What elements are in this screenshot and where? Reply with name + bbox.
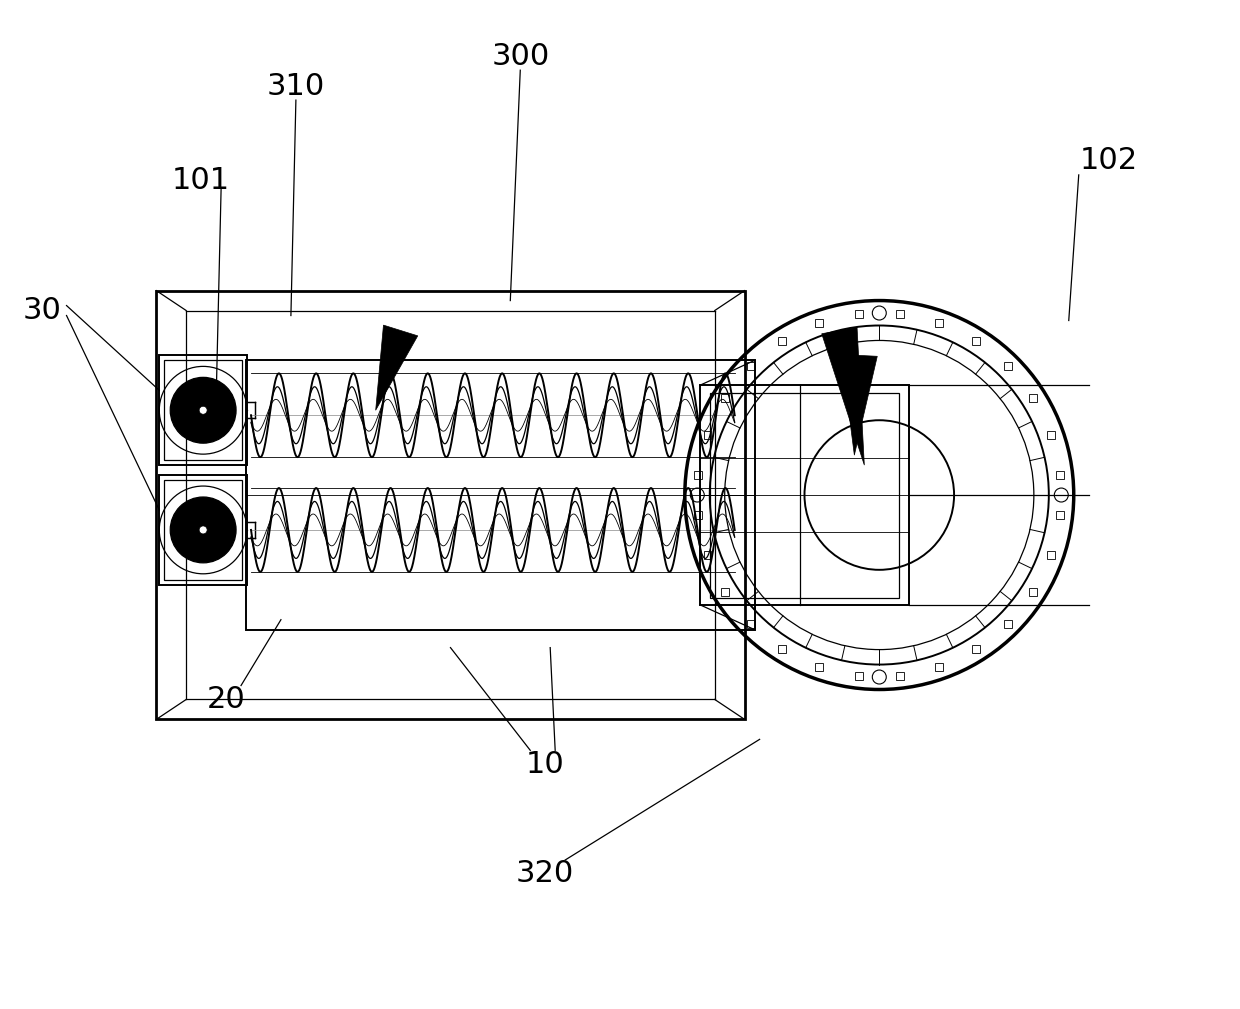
Bar <box>815 319 823 327</box>
Bar <box>722 588 729 596</box>
Text: 10: 10 <box>526 750 564 779</box>
Polygon shape <box>842 354 877 455</box>
Text: 320: 320 <box>516 860 574 889</box>
Bar <box>972 337 980 345</box>
Bar <box>699 385 909 604</box>
Bar <box>159 355 247 465</box>
Bar <box>895 672 904 680</box>
Bar <box>694 512 702 520</box>
Text: 20: 20 <box>207 685 246 714</box>
Bar <box>1047 551 1055 559</box>
Text: 101: 101 <box>172 166 231 196</box>
Bar <box>1004 620 1012 628</box>
Text: 102: 102 <box>1080 146 1138 176</box>
Text: 310: 310 <box>267 72 325 101</box>
Bar <box>709 394 899 597</box>
Bar <box>935 663 944 671</box>
Bar <box>972 645 980 653</box>
Bar <box>779 645 786 653</box>
Bar <box>159 475 247 585</box>
Text: 300: 300 <box>491 41 549 71</box>
Bar <box>164 480 242 580</box>
Polygon shape <box>822 327 864 465</box>
Bar <box>703 551 712 559</box>
Bar <box>1004 362 1012 370</box>
Bar <box>1047 431 1055 439</box>
Circle shape <box>200 407 207 415</box>
Polygon shape <box>376 325 418 411</box>
Bar <box>164 360 242 460</box>
Bar <box>703 431 712 439</box>
Bar <box>1056 512 1064 520</box>
Bar <box>854 310 863 318</box>
Circle shape <box>170 497 236 563</box>
Bar <box>1029 395 1038 403</box>
Bar <box>246 360 755 630</box>
Text: 30: 30 <box>22 296 61 325</box>
Bar <box>935 319 944 327</box>
Bar <box>815 663 823 671</box>
Bar <box>854 672 863 680</box>
Circle shape <box>200 526 207 534</box>
Bar <box>156 291 745 719</box>
Bar <box>1056 470 1064 478</box>
Bar <box>694 470 702 478</box>
Bar <box>746 362 755 370</box>
Bar <box>1029 588 1038 596</box>
Bar <box>746 620 755 628</box>
Bar <box>722 395 729 403</box>
Bar <box>895 310 904 318</box>
Bar <box>779 337 786 345</box>
Circle shape <box>170 377 236 443</box>
